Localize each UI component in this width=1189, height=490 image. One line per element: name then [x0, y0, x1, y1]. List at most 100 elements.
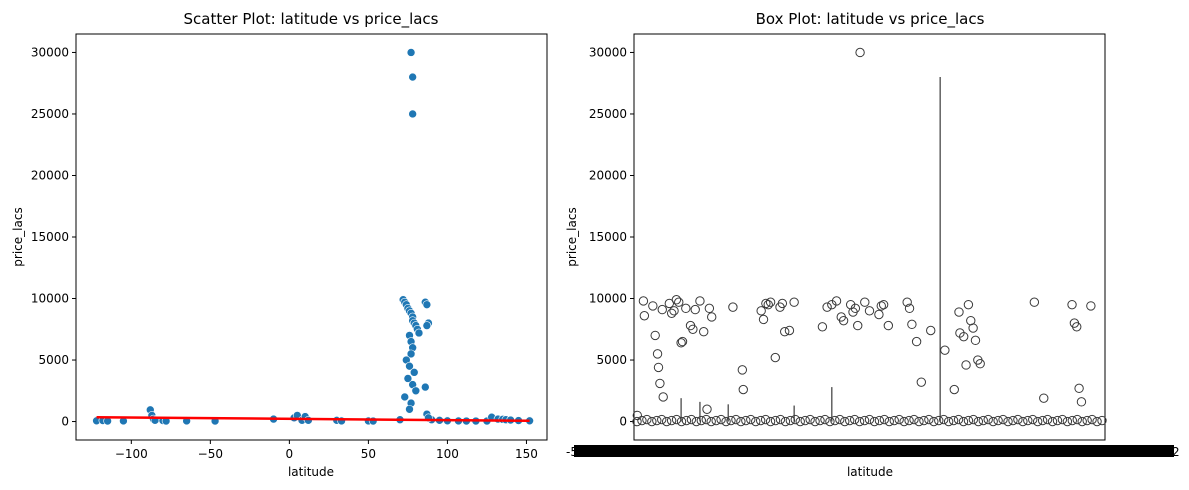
- box-baseline-marker: [924, 414, 934, 425]
- box-outlier: [677, 336, 688, 347]
- box-y-tick-label: 15000: [589, 230, 627, 244]
- box-baseline-marker: [914, 416, 924, 427]
- box-baseline-marker: [1067, 415, 1078, 426]
- box-outlier: [1074, 383, 1084, 394]
- scatter-point: [422, 300, 432, 309]
- box-outlier: [850, 303, 861, 314]
- box-baseline-marker: [755, 415, 766, 426]
- box-outlier: [763, 299, 773, 310]
- box-outlier: [864, 306, 875, 316]
- box-baseline-marker: [765, 416, 776, 427]
- box-x-tick-label-band: [574, 445, 1174, 457]
- scatter-y-tick-label: 30000: [31, 45, 69, 59]
- scatter-plot-area: [75, 33, 548, 441]
- box-outlier: [632, 410, 642, 421]
- box-marks: [632, 47, 1107, 427]
- box-y-tick-label: 10000: [589, 292, 627, 306]
- box-outlier: [911, 336, 922, 347]
- box-outlier: [702, 404, 712, 414]
- box-baseline-marker: [790, 414, 800, 425]
- box-baseline-marker: [716, 414, 726, 425]
- box-baseline-marker: [978, 415, 988, 426]
- scatter-point: [403, 374, 413, 383]
- box-baseline-marker: [874, 415, 885, 426]
- scatter-point: [406, 48, 416, 57]
- box-outlier: [954, 307, 964, 317]
- box-baseline-marker: [652, 415, 662, 426]
- box-baseline-marker: [830, 415, 840, 426]
- box-baseline-marker: [721, 416, 731, 427]
- box-baseline-marker: [1037, 415, 1048, 426]
- scatter-x-tick-label: 100: [436, 447, 459, 461]
- box-outlier: [817, 322, 828, 332]
- scatter-y-tick-label: 25000: [31, 107, 69, 121]
- box-baseline-marker: [1023, 415, 1033, 426]
- box-outlier: [737, 365, 748, 375]
- box-baseline-marker: [775, 414, 786, 425]
- scatter-y-ticks: 0 5000 10000 15000 20000 25000 30000: [31, 45, 76, 429]
- box-baseline-marker: [884, 416, 894, 427]
- scatter-point: [405, 361, 414, 371]
- box-outlier: [648, 301, 658, 311]
- scatter-x-tick-label: 150: [515, 447, 538, 461]
- scatter-point: [408, 109, 417, 119]
- scatter-point: [405, 404, 414, 414]
- box-outlier: [902, 297, 912, 307]
- box-baseline-marker: [899, 416, 909, 427]
- box-outlier: [970, 335, 981, 346]
- box-baseline-marker: [1052, 415, 1063, 426]
- box-outlier: [876, 301, 886, 311]
- box-outlier: [883, 320, 894, 331]
- scatter-point: [304, 416, 313, 425]
- box-baseline-marker: [1047, 416, 1058, 427]
- box-outlier: [655, 378, 665, 389]
- box-baseline-marker: [825, 416, 835, 427]
- box-baseline-marker: [676, 416, 687, 427]
- box-baseline-marker: [983, 414, 993, 425]
- box-y-label: price_lacs: [565, 207, 579, 266]
- box-outlier: [728, 302, 738, 312]
- box-baseline-marker: [854, 416, 865, 427]
- box-baseline-marker: [953, 414, 964, 425]
- box-baseline-marker: [1003, 416, 1013, 427]
- box-baseline-marker: [632, 416, 642, 427]
- scatter-x-ticks: −100 −50 0 50 100 150: [115, 440, 538, 461]
- box-baseline-marker: [642, 414, 652, 425]
- box-baseline-marker: [1013, 414, 1023, 425]
- scatter-point: [409, 368, 419, 377]
- box-outlier: [968, 323, 978, 333]
- box-y-ticks: 0 5000 10000 15000 20000 25000 30000: [589, 45, 634, 429]
- box-baseline-marker: [934, 415, 944, 426]
- box-outlier: [657, 304, 667, 315]
- box-baseline-marker: [647, 416, 657, 427]
- box-outlier: [780, 327, 790, 337]
- box-baseline-marker: [691, 416, 702, 427]
- scatter-point: [406, 349, 416, 359]
- box-baseline-marker: [805, 414, 815, 425]
- box-baseline-marker: [810, 416, 820, 427]
- box-baseline-marker: [835, 414, 845, 425]
- box-baseline-marker: [637, 415, 647, 426]
- box-baseline-marker: [686, 414, 697, 425]
- box-baseline-marker: [751, 416, 761, 427]
- box-baseline-marker: [666, 415, 677, 426]
- box-outlier: [838, 315, 849, 326]
- scatter-y-tick-label: 0: [61, 415, 69, 429]
- box-baseline-marker: [780, 416, 791, 427]
- box-baseline-marker: [741, 415, 751, 426]
- box-baseline-marker: [929, 416, 939, 427]
- box-baseline-marker: [701, 414, 711, 425]
- box-outlier: [650, 330, 660, 341]
- box-outlier: [688, 324, 698, 334]
- box-baseline-marker: [859, 415, 870, 426]
- box-baseline-marker: [939, 414, 949, 425]
- box-outlier: [907, 319, 917, 330]
- box-outlier: [704, 303, 715, 314]
- scatter-x-tick-label: −100: [115, 447, 148, 461]
- box-baseline-marker: [919, 415, 929, 426]
- box-baseline-marker: [785, 415, 796, 426]
- box-baseline-marker: [998, 414, 1008, 425]
- box-title: Box Plot: latitude vs price_lacs: [756, 10, 985, 29]
- box-outlier: [638, 296, 649, 306]
- box-baseline-marker: [894, 414, 904, 425]
